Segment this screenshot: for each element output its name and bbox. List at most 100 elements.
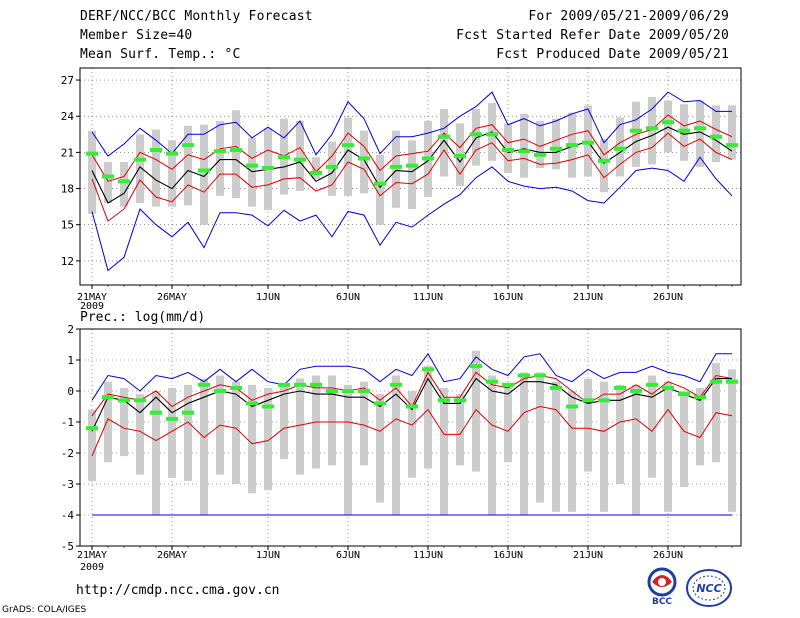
spread-bar [232,381,240,484]
obs-marker [470,132,482,137]
x-tick-label: 26MAY [157,550,187,561]
spread-bar [456,394,464,466]
precip-panel-title: Prec.: log(mm/d) [80,310,205,325]
source-url[interactable]: http://cmdp.ncc.cma.gov.cn [76,583,280,598]
obs-marker [534,152,546,157]
obs-marker [102,174,114,179]
ncc-logo: NCC [686,569,732,607]
spread-bar [104,381,112,463]
obs-marker [614,146,626,151]
spread-bar [136,394,144,475]
obs-marker [454,154,466,159]
y-tick-label: 18 [61,183,74,196]
spread-bar [520,372,528,515]
obs-marker [150,410,162,415]
obs-marker [310,170,322,175]
obs-marker [246,401,258,406]
y-tick-label: -1 [61,416,74,429]
y-tick-label: 24 [61,110,75,123]
obs-marker [566,404,578,409]
obs-marker [326,164,338,169]
obs-marker [342,143,354,148]
obs-marker [598,398,610,403]
obs-marker [374,181,386,186]
series-line-upper [91,114,733,182]
forecast-period: For 2009/05/21-2009/06/29 [528,9,729,24]
obs-marker [582,140,594,145]
spread-bar [600,381,608,512]
x-tick-label: 16JUN [493,292,523,303]
spread-bar [376,394,384,503]
fcst-produced-date: Fcst Produced Date 2009/05/21 [496,47,729,62]
y-tick-label: 15 [61,219,74,232]
spread-bar [200,124,208,225]
x-tick-label: 26JUN [653,292,683,303]
y-tick-label: -3 [61,478,74,491]
obs-marker [390,382,402,387]
obs-marker [646,382,658,387]
y-tick-label: -2 [61,447,74,460]
ncc-logo-text: NCC [696,582,721,595]
spread-bar [440,387,448,515]
y-tick-label: 21 [61,146,74,159]
obs-marker [358,389,370,393]
spread-bar [296,378,304,475]
obs-marker [246,163,258,168]
obs-marker [198,382,210,387]
spread-bar [424,366,432,469]
x-tick-label: 21MAY [77,550,107,561]
obs-marker [454,398,466,403]
x-year-label: 2009 [80,562,104,573]
spread-bar [232,110,240,199]
spread-bar [408,391,416,478]
spread-bar [536,372,544,503]
obs-marker [726,143,738,148]
spread-bar [440,108,448,177]
x-tick-label: 26MAY [157,292,187,303]
obs-marker [518,373,530,378]
obs-marker [438,134,450,139]
obs-marker [134,157,146,162]
x-tick-label: 1JUN [256,292,280,303]
spread-bar [504,384,512,463]
chart-panel-2: -5 -4 -3 -2 -1 0 1 2 21MAY 26MAY 1JUN 6JUN 11JUN 16JU… [61,310,742,573]
spread-bar [600,139,608,193]
spread-bar [552,118,560,170]
obs-marker [118,398,130,403]
variable-label: Mean Surf. Temp.: °C [80,47,241,62]
spread-bar [520,113,528,178]
obs-marker [630,389,642,393]
spread-bar [264,387,272,491]
spread-bar [376,154,384,225]
obs-marker [214,149,226,154]
obs-marker [502,382,514,387]
spread-bar [696,387,704,466]
obs-marker [470,364,482,369]
spread-bar [728,369,736,512]
obs-marker [134,398,146,403]
obs-marker [406,163,418,168]
grads-credit: GrADS: COLA/IGES [2,605,87,615]
obs-marker [278,155,290,160]
spread-bar [216,121,224,196]
obs-marker [358,156,370,161]
member-size: Member Size=40 [80,28,193,43]
obs-marker [102,395,114,400]
y-tick-label: 2 [67,323,74,336]
x-tick-label: 21JUN [573,292,603,303]
spread-bar [200,378,208,515]
series-line-min [91,156,733,272]
obs-marker [438,398,450,403]
obs-marker [502,147,514,152]
spread-bar [280,384,288,460]
obs-marker [278,382,290,387]
obs-marker [486,379,498,384]
spread-bar [168,140,176,207]
series-line-max [91,352,732,401]
obs-marker [294,382,306,387]
x-tick-label: 11JUN [413,550,443,561]
spread-bar [712,105,720,163]
obs-marker [710,134,722,139]
spread-bar [344,384,352,515]
